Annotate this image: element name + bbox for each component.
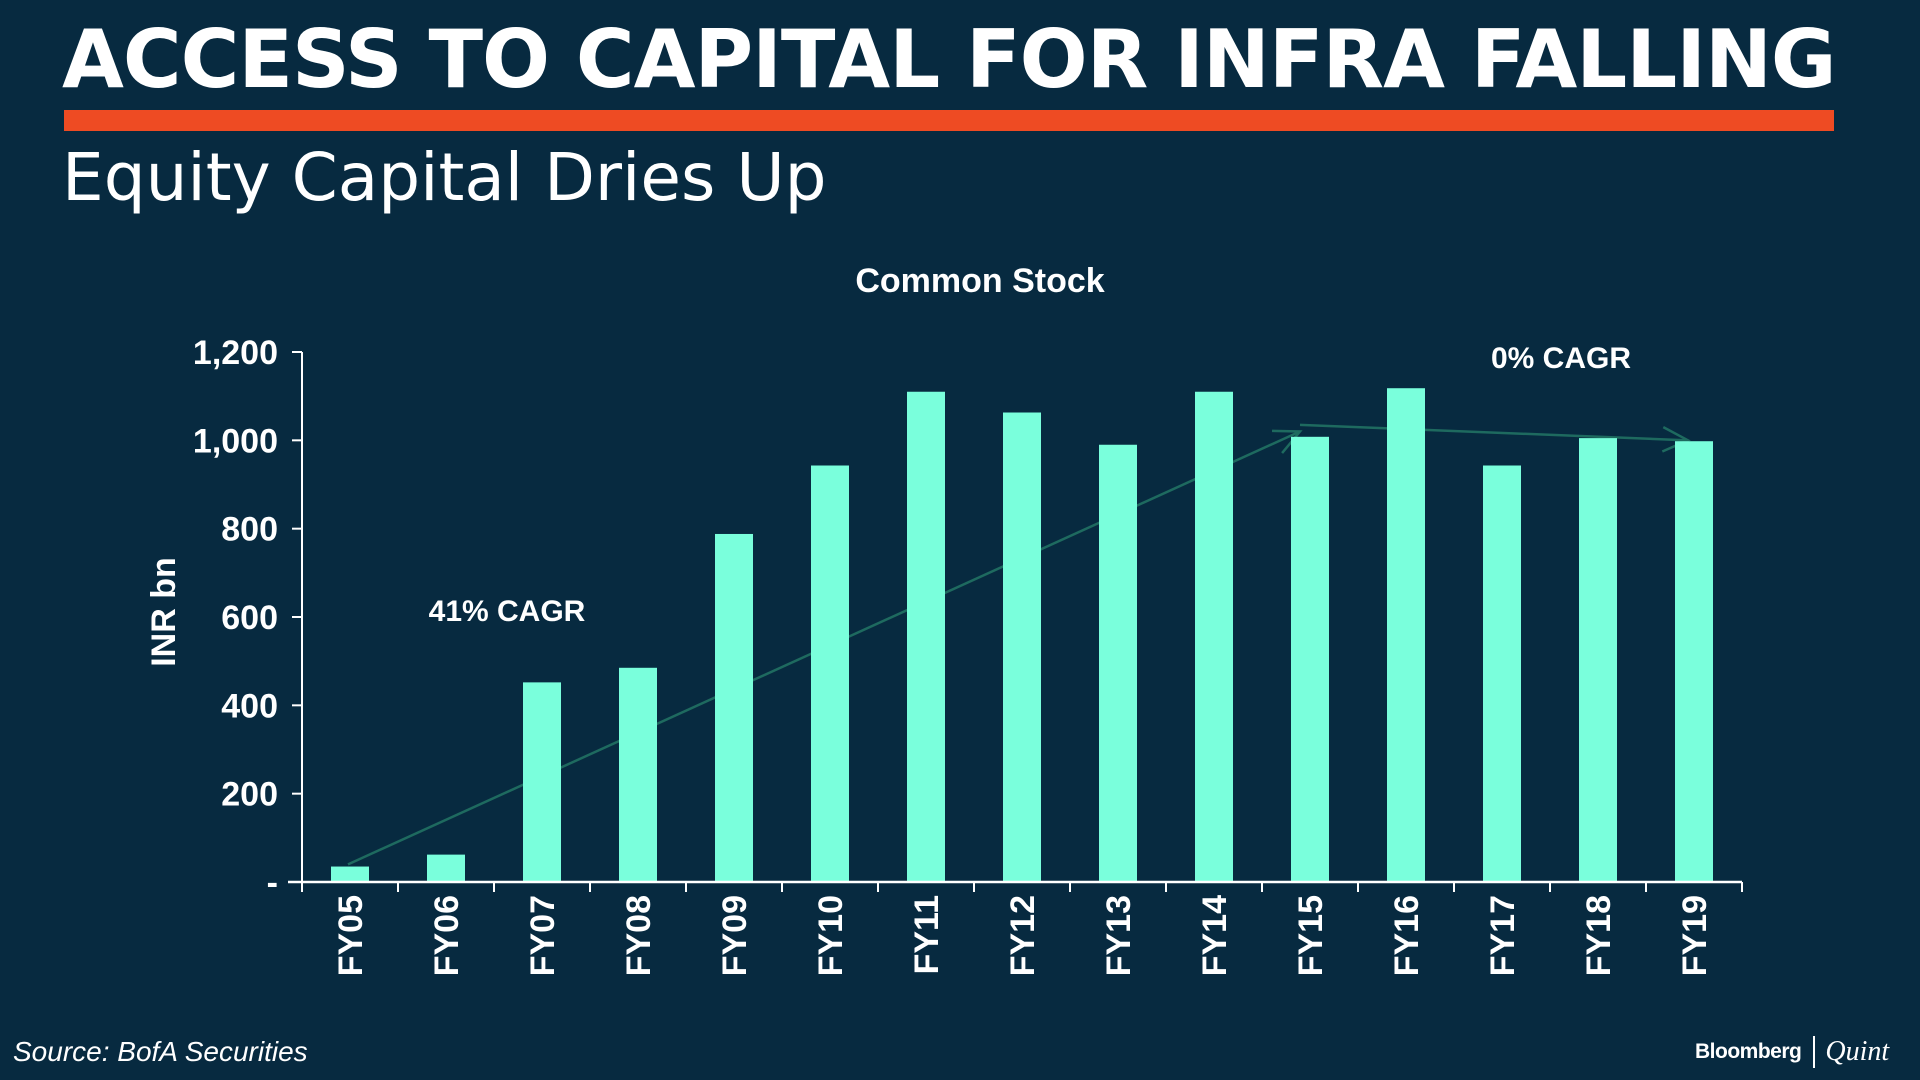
x-tick-label: FY05 [332, 895, 370, 976]
x-tick-label: FY15 [1292, 895, 1330, 976]
bar-fy19 [1675, 441, 1713, 882]
y-tick-label: 400 [221, 687, 278, 725]
bar-fy07 [523, 682, 561, 882]
x-tick-label: FY17 [1484, 895, 1522, 976]
trend-line [1299, 423, 1689, 442]
subheadline: Equity Capital Dries Up [62, 139, 827, 216]
x-tick-label: FY19 [1676, 895, 1714, 976]
cagr-annotation-late: 0% CAGR [1491, 342, 1631, 375]
x-tick-label: FY10 [812, 895, 850, 976]
x-tick-label: FY08 [620, 895, 658, 976]
x-tick-label: FY09 [716, 895, 754, 976]
logo-bloomberg-text: Bloomberg [1695, 1040, 1802, 1063]
axes [288, 351, 1743, 892]
brand-logo[interactable]: Bloomberg Quint [1695, 1034, 1889, 1070]
y-axis-label: INR bn [145, 557, 183, 667]
y-tick-label: 600 [221, 599, 278, 637]
x-tick-label: FY11 [908, 895, 946, 974]
labels: - 200 400 600 800 1,000 1,200 FY05 FY06 FY07 FY08 F… [193, 334, 1714, 976]
y-tick-label: - [267, 864, 278, 902]
bars [331, 388, 1713, 882]
x-tick-label: FY18 [1580, 895, 1618, 976]
x-tick-label: FY14 [1196, 895, 1234, 976]
y-tick-label: 200 [221, 776, 278, 814]
bar-fy10 [811, 465, 849, 882]
bar-fy09 [715, 533, 753, 882]
logo-quint-text: Quint [1825, 1036, 1890, 1067]
x-tick-label: FY12 [1004, 895, 1042, 976]
bar-fy14 [1195, 391, 1233, 882]
bar-fy05 [331, 866, 369, 882]
trend-arrowhead [1271, 429, 1303, 454]
trend-arrowhead [1661, 426, 1691, 453]
headline: ACCESS TO CAPITAL FOR INFRA FALLING [62, 13, 1837, 106]
bar-fy18 [1579, 438, 1617, 882]
x-tick-label: FY06 [428, 895, 466, 976]
source-note: Source: BofA Securities [13, 1036, 308, 1067]
x-tick-label: FY07 [524, 895, 562, 976]
chart-title: Common Stock [855, 262, 1104, 300]
bar-fy13 [1099, 444, 1137, 882]
y-tick-label: 1,000 [193, 422, 278, 460]
x-tick-label: FY16 [1388, 895, 1426, 976]
bar-fy08 [619, 667, 657, 882]
cagr-annotation-early: 41% CAGR [429, 595, 586, 628]
bar-fy12 [1003, 412, 1041, 882]
bar-fy17 [1483, 465, 1521, 882]
logo-divider [1813, 1036, 1816, 1068]
bar-fy06 [427, 854, 465, 882]
y-tick-label: 1,200 [193, 334, 278, 372]
accent-rule [64, 110, 1834, 131]
bar-fy11 [907, 391, 945, 882]
x-tick-label: FY13 [1100, 895, 1138, 976]
y-tick-label: 800 [221, 511, 278, 549]
bar-fy15 [1291, 436, 1329, 882]
bar-fy16 [1387, 388, 1425, 882]
